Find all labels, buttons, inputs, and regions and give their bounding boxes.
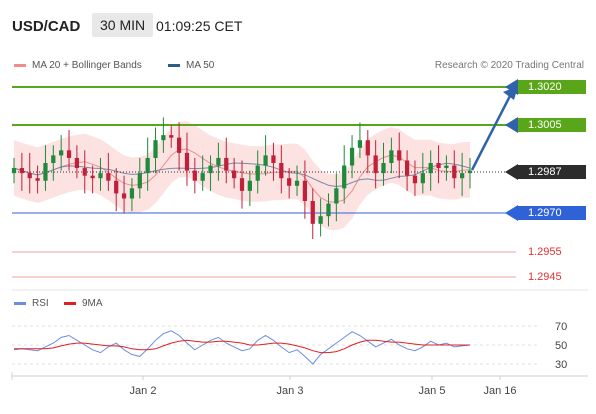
- rsi-tick-50: 50: [555, 340, 567, 352]
- pivot-arrow-12970: [505, 205, 518, 221]
- clock-time: 01:09:25 CET: [156, 18, 243, 34]
- candle-body: [19, 168, 24, 174]
- ma50-swatch: [168, 63, 180, 67]
- candle-body: [137, 173, 142, 189]
- level-label-12945: 1.2945: [518, 270, 586, 284]
- candle-body: [349, 147, 355, 166]
- candle-body: [404, 160, 410, 176]
- candle-body: [51, 155, 56, 163]
- candle-body: [129, 188, 135, 199]
- ma20-bb-label: MA 20 + Bollinger Bands: [32, 60, 142, 71]
- candle-body: [342, 165, 347, 189]
- candle-body: [373, 155, 378, 174]
- candle-body: [412, 175, 418, 184]
- candle-body: [428, 163, 433, 174]
- rsi-tick-70: 70: [555, 321, 567, 333]
- candle-body: [357, 140, 363, 148]
- candle-body: [74, 157, 80, 169]
- level-label-12987: 1.2987: [518, 165, 586, 179]
- target-arrow-13005: [505, 117, 518, 133]
- candle-body: [216, 157, 221, 166]
- candle-body: [66, 150, 72, 158]
- candle-body: [121, 193, 127, 199]
- candle-body: [263, 155, 268, 166]
- legend-ma20-bb: MA 20 + Bollinger Bands: [14, 60, 142, 71]
- candle-body: [208, 165, 213, 174]
- candle-body: [184, 152, 190, 171]
- candle-body: [161, 135, 166, 141]
- candle-body: [27, 173, 32, 179]
- candle-body: [232, 170, 237, 179]
- rsi-tick-30: 30: [555, 359, 567, 371]
- target-arrow-13020: [505, 79, 518, 95]
- candle-body: [153, 140, 158, 158]
- candle-body: [98, 173, 103, 179]
- x-label-jan5: Jan 5: [419, 385, 446, 397]
- candle-body: [239, 178, 245, 191]
- level-label-12955: 1.2955: [518, 245, 586, 259]
- candle-body: [43, 163, 48, 181]
- candle-body: [114, 180, 119, 194]
- candle-body: [436, 163, 441, 169]
- candle-body: [310, 201, 315, 224]
- x-label-jan3: Jan 3: [277, 385, 304, 397]
- x-label-jan2: Jan 2: [130, 385, 157, 397]
- candle-body: [467, 170, 473, 174]
- rsi-ma9-line: [14, 339, 470, 354]
- chart-header: USD/CAD 30 MIN 01:09:25 CET: [0, 0, 596, 48]
- candle-body: [381, 163, 386, 174]
- level-label-13020: 1.3020: [518, 80, 586, 94]
- ma50-label: MA 50: [186, 60, 215, 71]
- candle-body: [59, 150, 64, 156]
- pair-title: USD/CAD: [12, 18, 81, 35]
- ma20-swatch: [14, 63, 26, 67]
- candle-body: [294, 180, 300, 186]
- research-credit: Research © 2020 Trading Central: [434, 60, 584, 71]
- candle-body: [460, 173, 465, 179]
- candle-body: [90, 175, 95, 179]
- candle-body: [444, 165, 449, 169]
- candle-body: [365, 140, 370, 156]
- legend-ma9: 9MA: [64, 298, 103, 309]
- legend-rsi: RSI: [14, 298, 49, 309]
- candle-body: [145, 157, 150, 174]
- candle-body: [35, 178, 40, 181]
- candle-body: [224, 157, 229, 171]
- timeframe-selector[interactable]: 30 MIN: [92, 13, 154, 37]
- candle-body: [176, 137, 182, 153]
- candle-body: [452, 165, 457, 179]
- forecast-arrow-main: [470, 91, 514, 171]
- candle-body: [287, 178, 292, 186]
- candle-body: [192, 170, 197, 181]
- candle-body: [397, 150, 402, 161]
- ma9-swatch: [64, 301, 76, 305]
- candle-body: [334, 188, 339, 204]
- candle-body: [255, 165, 260, 181]
- candle-body: [11, 168, 17, 174]
- candle-body: [318, 216, 323, 224]
- level-label-13005: 1.3005: [518, 118, 586, 132]
- ma9-label: 9MA: [82, 298, 103, 309]
- candle-body: [106, 173, 111, 181]
- legend-ma50: MA 50: [168, 60, 214, 71]
- current-arrow-12987: [505, 164, 518, 180]
- x-label-jan16: Jan 16: [483, 385, 516, 397]
- candle-body: [389, 150, 394, 163]
- rsi-label: RSI: [32, 298, 49, 309]
- level-label-12970: 1.2970: [518, 206, 586, 220]
- candle-body: [247, 180, 252, 191]
- rsi-line: [13, 330, 471, 365]
- candle-body: [169, 135, 174, 138]
- candle-body: [420, 173, 425, 184]
- candle-body: [279, 163, 284, 179]
- candles: [11, 117, 473, 239]
- rsi-swatch: [14, 301, 26, 305]
- candle-body: [302, 180, 308, 201]
- candle-body: [82, 168, 87, 176]
- candle-body: [200, 173, 205, 181]
- candle-body: [271, 155, 276, 163]
- candle-body: [326, 203, 331, 217]
